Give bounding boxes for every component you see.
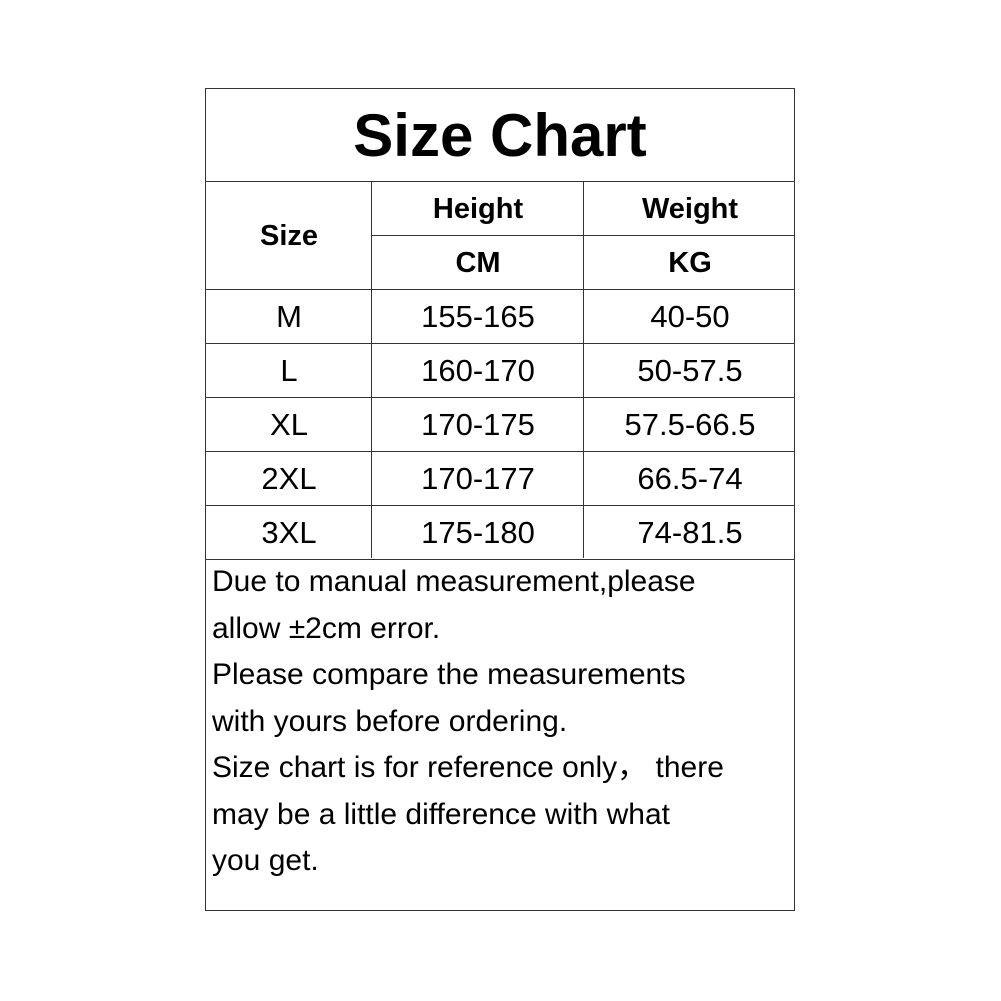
divider bbox=[206, 505, 794, 506]
divider bbox=[206, 451, 794, 452]
note-line: allow ±2cm error. bbox=[212, 611, 441, 645]
size-chart-table: Size Chart Size Height Weight CM KG M 155… bbox=[205, 88, 795, 911]
cell-weight: 66.5-74 bbox=[637, 460, 743, 496]
divider bbox=[206, 343, 794, 344]
page-title: Size Chart bbox=[353, 102, 647, 169]
note-line: Size chart is for reference only， there bbox=[212, 751, 724, 784]
cell-size: 2XL bbox=[261, 460, 317, 496]
notes: Due to manual measurement,please allow ±… bbox=[212, 559, 787, 885]
divider bbox=[206, 397, 794, 398]
cell-height: 160-170 bbox=[421, 352, 535, 388]
header-weight-unit: KG bbox=[668, 246, 712, 279]
cell-size: 3XL bbox=[261, 514, 317, 550]
divider bbox=[583, 182, 584, 558]
divider bbox=[206, 559, 794, 560]
cell-weight: 57.5-66.5 bbox=[624, 406, 756, 442]
header-size: Size bbox=[259, 219, 319, 252]
cell-size: L bbox=[280, 352, 298, 388]
note-line: you get. bbox=[212, 844, 319, 877]
divider bbox=[206, 181, 794, 182]
cell-height: 170-175 bbox=[421, 406, 535, 442]
note-line: may be a little difference with what bbox=[212, 797, 671, 831]
header-weight: Weight bbox=[641, 192, 739, 225]
cell-size: XL bbox=[270, 406, 308, 442]
cell-weight: 40-50 bbox=[650, 298, 730, 334]
cell-height: 170-177 bbox=[421, 460, 535, 496]
header-height-unit: CM bbox=[455, 246, 501, 279]
cell-weight: 50-57.5 bbox=[637, 352, 743, 388]
note-line: with yours before ordering. bbox=[212, 704, 568, 738]
divider bbox=[206, 289, 794, 290]
header-height: Height bbox=[432, 192, 524, 225]
divider bbox=[371, 182, 372, 558]
note-line: Due to manual measurement,please bbox=[212, 565, 696, 598]
cell-height: 155-165 bbox=[421, 298, 535, 334]
cell-weight: 74-81.5 bbox=[637, 514, 743, 550]
cell-height: 175-180 bbox=[421, 514, 535, 550]
note-line: Please compare the measurements bbox=[212, 658, 686, 691]
cell-size: M bbox=[276, 298, 302, 334]
